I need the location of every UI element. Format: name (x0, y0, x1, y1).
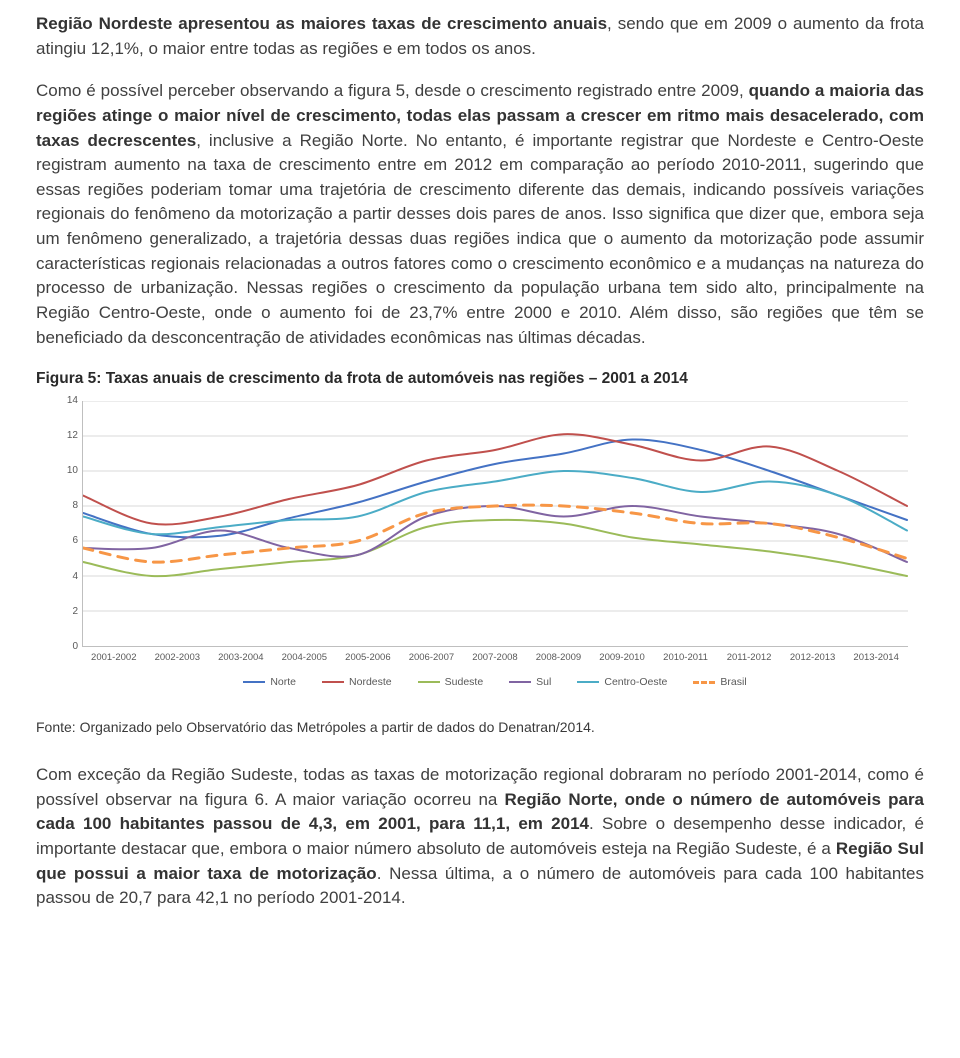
chart-xlabel: 2008-2009 (527, 651, 591, 665)
legend-item: Sudeste (418, 675, 484, 690)
chart-ytick: 6 (60, 534, 78, 549)
legend-item: Sul (509, 675, 551, 690)
chart-xlabel: 2010-2011 (654, 651, 718, 665)
paragraph-3: Com exceção da Região Sudeste, todas as … (36, 763, 924, 911)
legend-swatch (243, 681, 265, 683)
legend-item: Brasil (693, 675, 746, 690)
legend-swatch (418, 681, 440, 683)
chart-ytick: 14 (60, 394, 78, 409)
p1-bold: Região Nordeste apresentou as maiores ta… (36, 14, 607, 33)
legend-item: Norte (243, 675, 296, 690)
chart-xlabel: 2002-2003 (146, 651, 210, 665)
chart-ytick: 2 (60, 604, 78, 619)
legend-swatch (577, 681, 599, 683)
chart-xlabel: 2007-2008 (463, 651, 527, 665)
figure-source: Fonte: Organizado pelo Observatório das … (36, 717, 924, 737)
chart-xlabel: 2011-2012 (717, 651, 781, 665)
series-line (83, 434, 907, 524)
chart-xlabel: 2013-2014 (844, 651, 908, 665)
legend-label: Nordeste (349, 675, 392, 690)
chart-ytick: 12 (60, 429, 78, 444)
chart-xlabel: 2005-2006 (336, 651, 400, 665)
chart-xlabels: 2001-20022002-20032003-20042004-20052005… (82, 651, 908, 665)
legend-label: Brasil (720, 675, 746, 690)
chart-ytick: 8 (60, 499, 78, 514)
chart-xlabel: 2004-2005 (273, 651, 337, 665)
legend-swatch (693, 681, 715, 684)
p2-a: Como é possível perceber observando a fi… (36, 81, 749, 100)
chart-xlabel: 2012-2013 (781, 651, 845, 665)
paragraph-1: Região Nordeste apresentou as maiores ta… (36, 12, 924, 61)
paragraph-2: Como é possível perceber observando a fi… (36, 79, 924, 350)
p2-c: , inclusive a Região Norte. No entanto, … (36, 131, 924, 347)
figure-title: Figura 5: Taxas anuais de crescimento da… (36, 368, 924, 390)
chart-xlabel: 2009-2010 (590, 651, 654, 665)
chart-container: Percentual de crescimento anual 02468101… (36, 393, 924, 713)
chart-xlabel: 2003-2004 (209, 651, 273, 665)
chart-xlabel: 2001-2002 (82, 651, 146, 665)
series-line (83, 439, 907, 537)
chart-xlabel: 2006-2007 (400, 651, 464, 665)
legend-swatch (509, 681, 531, 683)
chart-plot-area (82, 401, 908, 647)
legend-swatch (322, 681, 344, 683)
chart-ytick: 10 (60, 464, 78, 479)
legend-item: Centro-Oeste (577, 675, 667, 690)
chart-svg (83, 401, 908, 646)
chart-legend: Norte Nordeste Sudeste Sul Centro-Oeste Brasi… (82, 675, 908, 690)
legend-label: Sul (536, 675, 551, 690)
chart-ytick: 0 (60, 640, 78, 655)
legend-label: Centro-Oeste (604, 675, 667, 690)
legend-label: Norte (270, 675, 296, 690)
legend-label: Sudeste (445, 675, 484, 690)
chart-ytick: 4 (60, 569, 78, 584)
legend-item: Nordeste (322, 675, 392, 690)
